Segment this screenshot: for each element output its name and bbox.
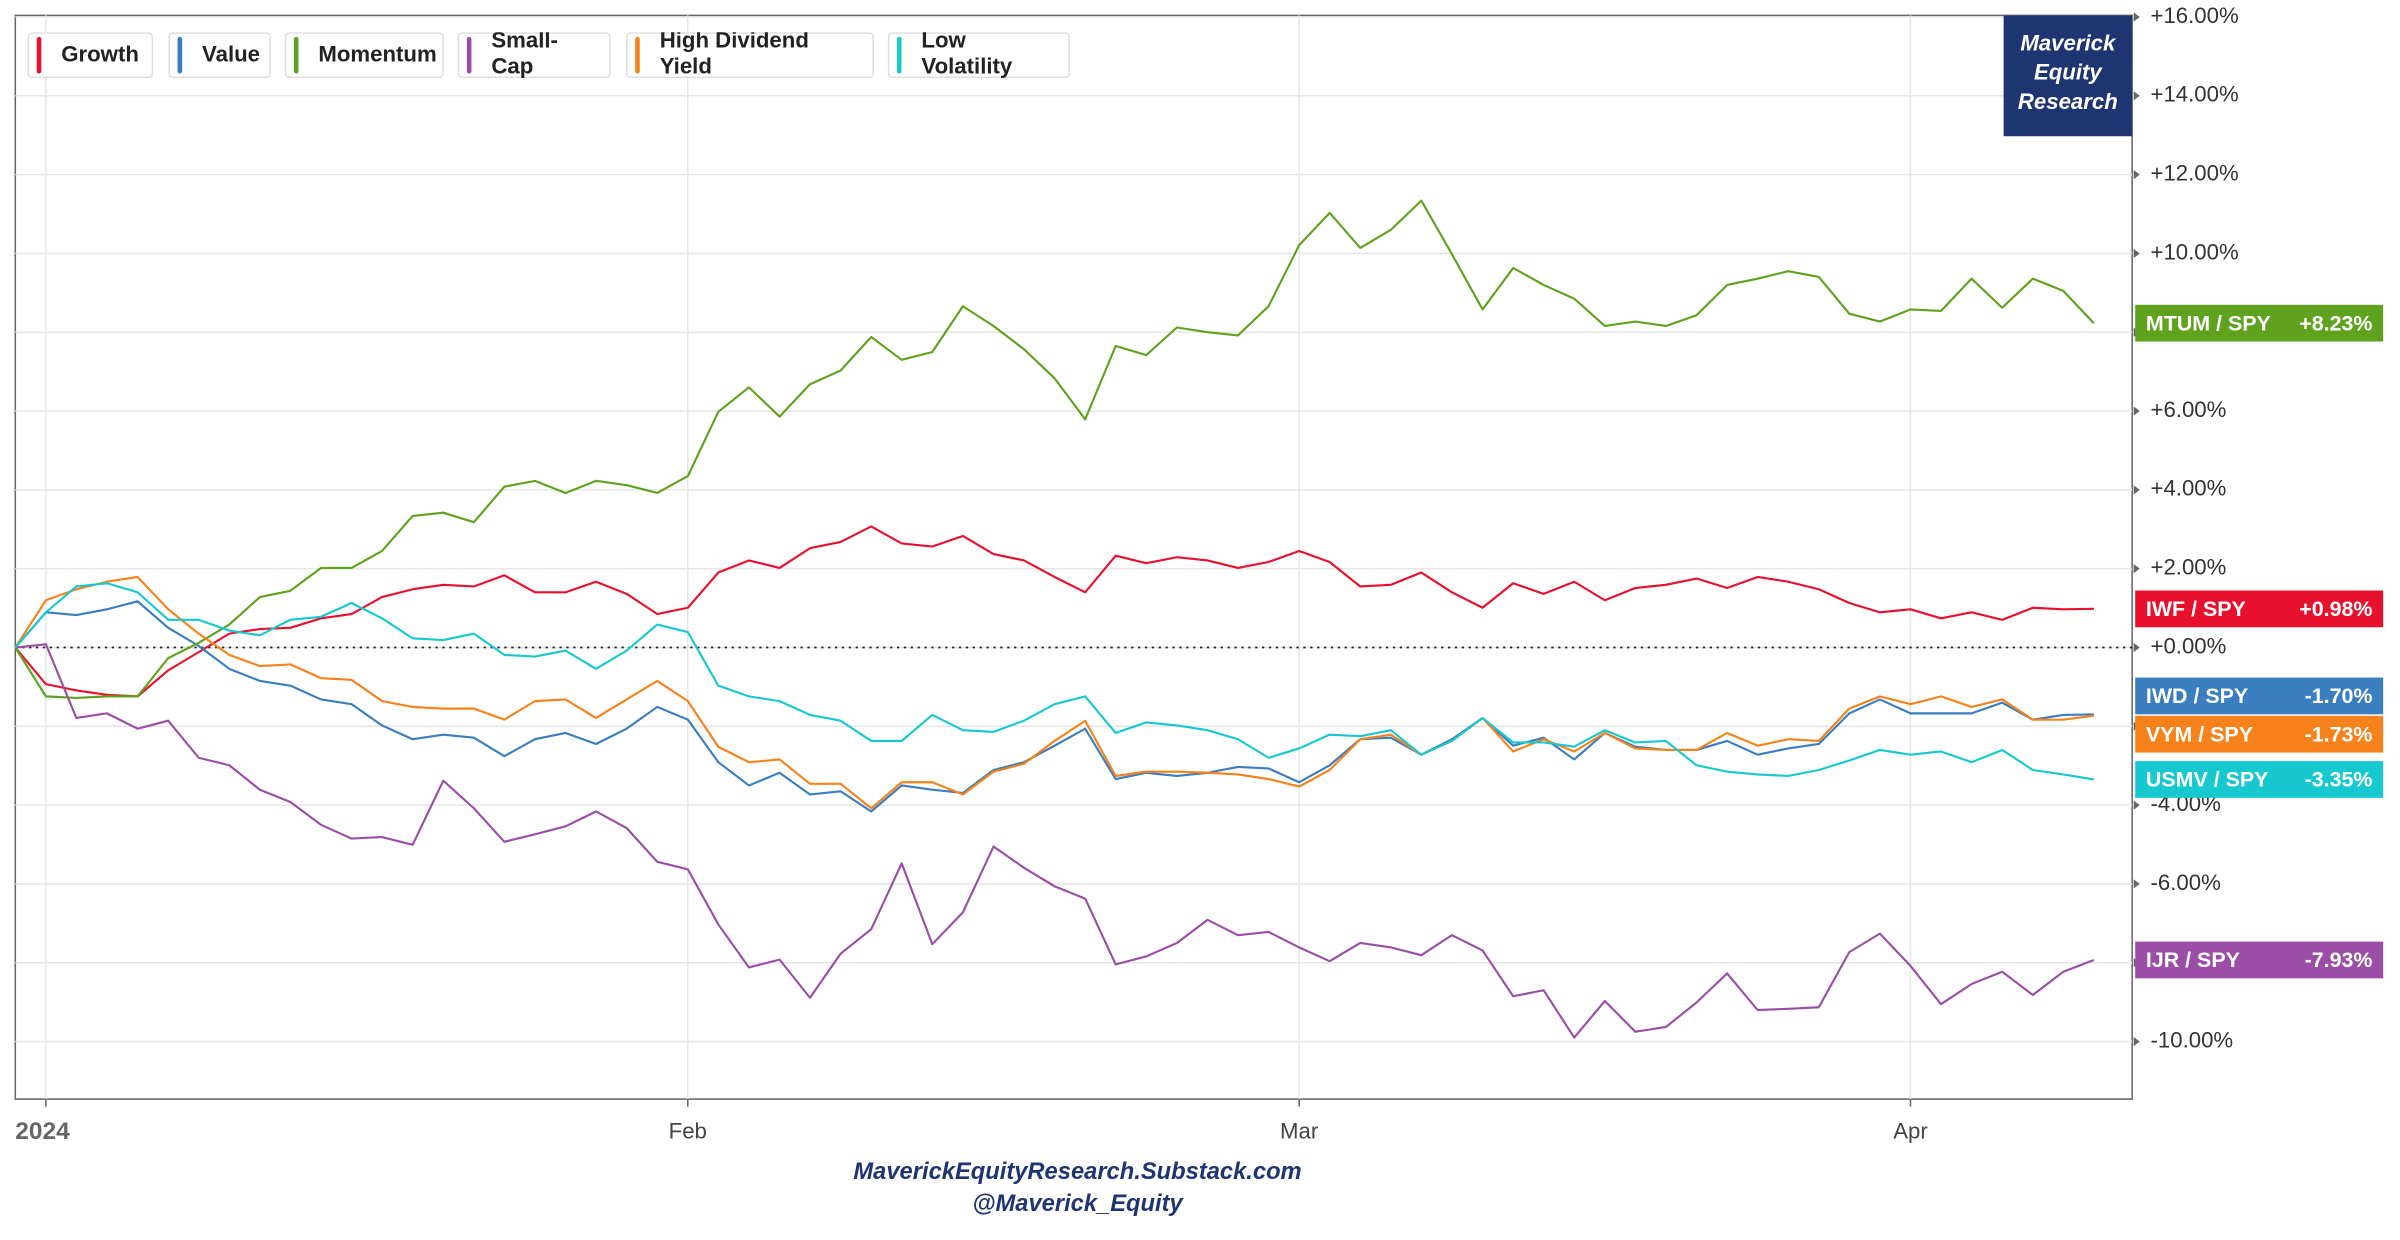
legend-box: Value — [168, 32, 271, 79]
y-tick-label: +12.00% — [2151, 160, 2239, 185]
footer-text: @Maverick_Equity — [972, 1191, 1184, 1217]
end-tag-name: VYM / SPY — [2146, 722, 2253, 746]
legend-label: Growth — [61, 42, 139, 67]
legend-item: Small-Cap — [457, 32, 611, 79]
legend-swatch — [896, 36, 902, 74]
end-tag — [2135, 590, 2384, 628]
y-tick-label: +16.00% — [2151, 3, 2239, 28]
legend-box: Growth — [27, 32, 154, 79]
end-tag — [2135, 304, 2384, 342]
legend-swatch — [36, 36, 42, 74]
end-tag-value: +8.23% — [2299, 311, 2372, 335]
x-tick-label: Feb — [669, 1119, 707, 1144]
y-tick-mark — [2133, 800, 2140, 810]
legend-label: Low Volatility — [921, 32, 1013, 79]
y-tick-label: +4.00% — [2151, 476, 2227, 501]
legend-item: Momentum — [284, 32, 444, 79]
y-tick-label: +14.00% — [2151, 82, 2239, 107]
series-line — [14, 575, 2095, 810]
series-line — [15, 643, 2095, 1039]
legend-swatch — [177, 36, 183, 74]
x-tick-label: Apr — [1893, 1119, 1928, 1144]
legend-box: High Dividend Yield — [626, 32, 874, 79]
y-tick-mark — [2133, 485, 2140, 495]
end-tag-name: IWF / SPY — [2146, 597, 2246, 621]
y-tick-mark — [2133, 91, 2140, 101]
y-tick-mark — [2133, 879, 2140, 889]
series-line — [14, 600, 2094, 813]
legend-label: Momentum — [318, 42, 437, 67]
end-tag-value: -1.73% — [2305, 722, 2373, 746]
brand-text: Maverick Equity Research — [2003, 15, 2133, 137]
series-line — [14, 525, 2094, 698]
y-tick-label: -10.00% — [2151, 1027, 2234, 1052]
footer-text: MaverickEquityResearch.Substack.com — [853, 1159, 1301, 1185]
legend-swatch — [293, 36, 299, 74]
brand-box: Maverick Equity Research — [2003, 15, 2133, 137]
end-tag-name: IJR / SPY — [2146, 948, 2240, 972]
y-tick-mark — [2133, 642, 2140, 653]
y-tick-label: +0.00% — [2151, 633, 2227, 658]
y-tick-mark — [2133, 248, 2140, 259]
end-tag-value: -1.70% — [2305, 684, 2373, 708]
end-tag-value: -3.35% — [2305, 768, 2373, 792]
y-tick-label: +6.00% — [2151, 397, 2227, 422]
legend-label: Small-Cap — [491, 32, 558, 79]
y-tick-mark — [2133, 170, 2140, 180]
legend-label: High Dividend Yield — [659, 32, 809, 79]
end-tag-name: MTUM / SPY — [2146, 311, 2271, 335]
end-tag — [2135, 677, 2384, 715]
end-tag-name: IWD / SPY — [2146, 684, 2248, 708]
end-tag — [2135, 761, 2384, 798]
legend-swatch — [635, 36, 640, 74]
end-tag-name: USMV / SPY — [2146, 768, 2269, 792]
legend-item: Value — [168, 32, 271, 79]
end-tag-value: -7.93% — [2305, 948, 2373, 972]
legend-box: Low Volatility — [887, 32, 1070, 79]
y-tick-label: +2.00% — [2151, 555, 2227, 580]
y-tick-label: -6.00% — [2151, 870, 2221, 895]
y-tick-mark — [2133, 406, 2140, 416]
y-tick-mark — [2133, 564, 2140, 574]
legend-box: Small-Cap — [457, 32, 611, 79]
x-tick-label: 2024 — [15, 1118, 70, 1145]
legend-box: Momentum — [284, 32, 444, 79]
legend-label: Value — [202, 42, 261, 67]
y-tick-mark — [2133, 1036, 2140, 1047]
series-line — [14, 582, 2095, 781]
x-tick-label: Mar — [1280, 1119, 1319, 1144]
y-tick-label: +10.00% — [2151, 239, 2239, 264]
end-tag — [2135, 715, 2384, 753]
legend-item: High Dividend Yield — [626, 32, 874, 79]
plot-frame — [14, 14, 2133, 1100]
series-line — [14, 199, 2095, 699]
end-tag-value: +0.98% — [2299, 597, 2372, 621]
legend-swatch — [466, 36, 472, 74]
legend-item: Low Volatility — [887, 32, 1070, 79]
y-tick-mark — [2133, 12, 2140, 22]
legend-item: Growth — [27, 32, 154, 79]
end-tag — [2135, 941, 2384, 979]
